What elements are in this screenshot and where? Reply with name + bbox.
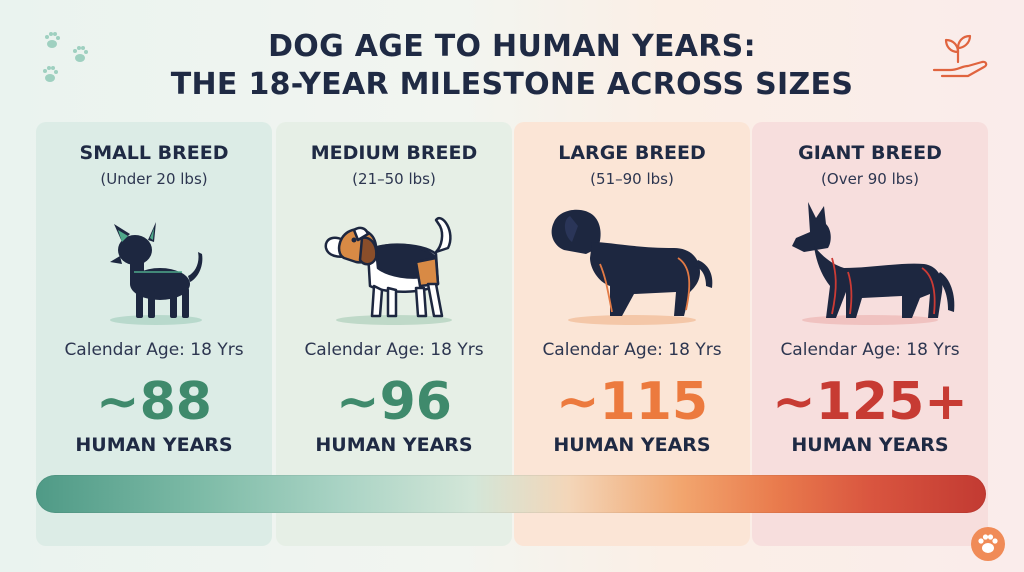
breed-weight: (Over 90 lbs) <box>821 170 919 188</box>
human-age-unit: HUMAN YEARS <box>791 434 949 456</box>
breed-name: LARGE BREED <box>558 142 706 164</box>
human-age-value: ~125+ <box>772 372 968 432</box>
breed-name: SMALL BREED <box>79 142 229 164</box>
human-age-value: ~115 <box>555 372 709 432</box>
breed-weight: (51–90 lbs) <box>590 170 674 188</box>
title-line-2: THE 18-YEAR MILESTONE ACROSS SIZES <box>170 67 854 102</box>
paw-prints-icon <box>43 32 88 82</box>
calendar-age: Calendar Age: 18 Yrs <box>304 340 484 360</box>
age-gradient-bar <box>36 475 986 513</box>
paw-badge-icon <box>971 527 1005 561</box>
breed-weight: (Under 20 lbs) <box>100 170 208 188</box>
breed-name: MEDIUM BREED <box>310 142 478 164</box>
calendar-age: Calendar Age: 18 Yrs <box>64 340 244 360</box>
title-line-1: DOG AGE TO HUMAN YEARS: <box>268 29 756 64</box>
breed-weight: (21–50 lbs) <box>352 170 436 188</box>
human-age-value: ~88 <box>96 372 212 432</box>
calendar-age: Calendar Age: 18 Yrs <box>780 340 960 360</box>
human-age-unit: HUMAN YEARS <box>553 434 711 456</box>
page-title: DOG AGE TO HUMAN YEARS: THE 18-YEAR MILE… <box>0 28 1024 104</box>
medium-dog-icon <box>324 217 452 325</box>
large-dog-icon <box>551 209 713 325</box>
human-age-unit: HUMAN YEARS <box>315 434 473 456</box>
breed-name: GIANT BREED <box>798 142 942 164</box>
small-dog-icon <box>110 222 203 325</box>
human-age-value: ~96 <box>336 372 452 432</box>
giant-dog-icon <box>792 202 955 325</box>
hand-plant-icon <box>932 34 988 78</box>
calendar-age: Calendar Age: 18 Yrs <box>542 340 722 360</box>
human-age-unit: HUMAN YEARS <box>75 434 233 456</box>
